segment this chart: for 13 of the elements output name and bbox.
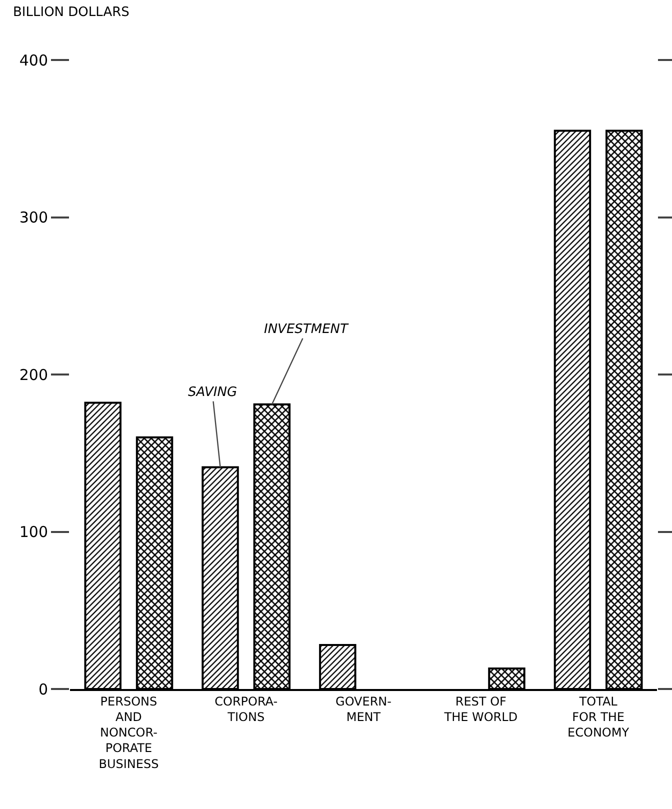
x-tick-label: TOTAL FOR THE ECONOMY [568,694,630,740]
text: INVESTMENT [264,322,350,337]
y-tick-label: 400 [19,51,48,70]
x-tick-label: PERSONS AND NONCOR- PORATE BUSINESS [98,694,159,771]
y-axis-title: BILLION DOLLARS [13,5,130,20]
y-tick-label: 300 [19,208,48,226]
y-tick-label: 100 [19,523,48,541]
x-tick-label: CORPORA- TIONS [214,694,278,724]
x-tick-label: REST OF THE WORLD [443,694,518,724]
text: SAVING [188,385,238,400]
y-tick-label: 0 [38,680,48,698]
x-tick-label: GOVERN- MENT [336,694,392,724]
y-tick-label: 200 [19,366,48,384]
